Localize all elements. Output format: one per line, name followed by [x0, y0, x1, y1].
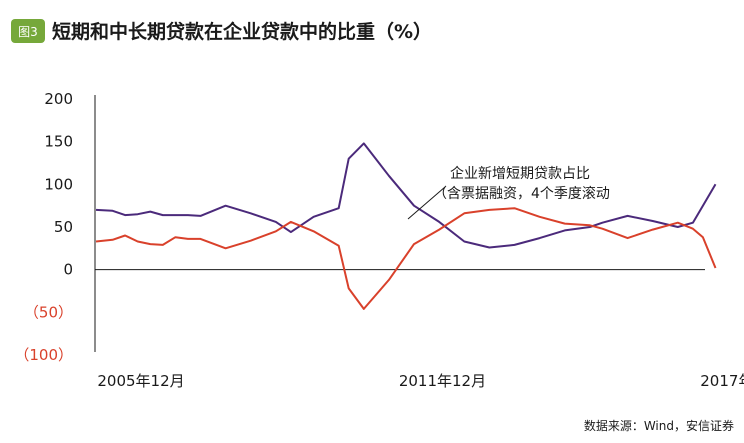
figure-badge: [11, 19, 45, 43]
annotation-line-2: （含票据融资，4个季度滚动: [433, 185, 610, 202]
y-tick-labels: 200 150 100 50 0 （50） （100）: [14, 90, 73, 364]
y-tick-label: 200: [44, 90, 73, 108]
x-tick-label: 2005年12月: [97, 372, 184, 390]
x-tick-label: 2017年12月: [700, 372, 744, 390]
series-line-red: [95, 207, 717, 310]
series-layer: [95, 142, 717, 310]
chart-title: 短期和中长期贷款在企业贷款中的比重（%）: [52, 20, 432, 43]
header: 图3 短期和中长期贷款在企业贷款中的比重（%）: [11, 19, 432, 43]
y-tick-label: 0: [63, 261, 73, 279]
y-tick-label: 150: [44, 133, 73, 151]
y-tick-label: 50: [54, 218, 73, 236]
x-tick-labels: 2005年12月 2011年12月 2017年12月: [97, 372, 744, 390]
series-line-purple: [95, 142, 717, 249]
annotation-pointer: [407, 186, 446, 220]
annotation: 企业新增短期贷款占比 （含票据融资，4个季度滚动: [407, 165, 610, 220]
y-tick-label: （100）: [14, 346, 73, 364]
y-tick-label: 100: [44, 175, 73, 193]
y-tick-label: （50）: [24, 303, 73, 321]
x-tick-label: 2011年12月: [399, 372, 486, 390]
source-note: 数据来源：Wind，安信证券: [584, 418, 734, 433]
figure-badge-label: 图3: [18, 25, 38, 39]
axes: [94, 95, 705, 352]
annotation-line-1: 企业新增短期贷款占比: [450, 165, 590, 182]
